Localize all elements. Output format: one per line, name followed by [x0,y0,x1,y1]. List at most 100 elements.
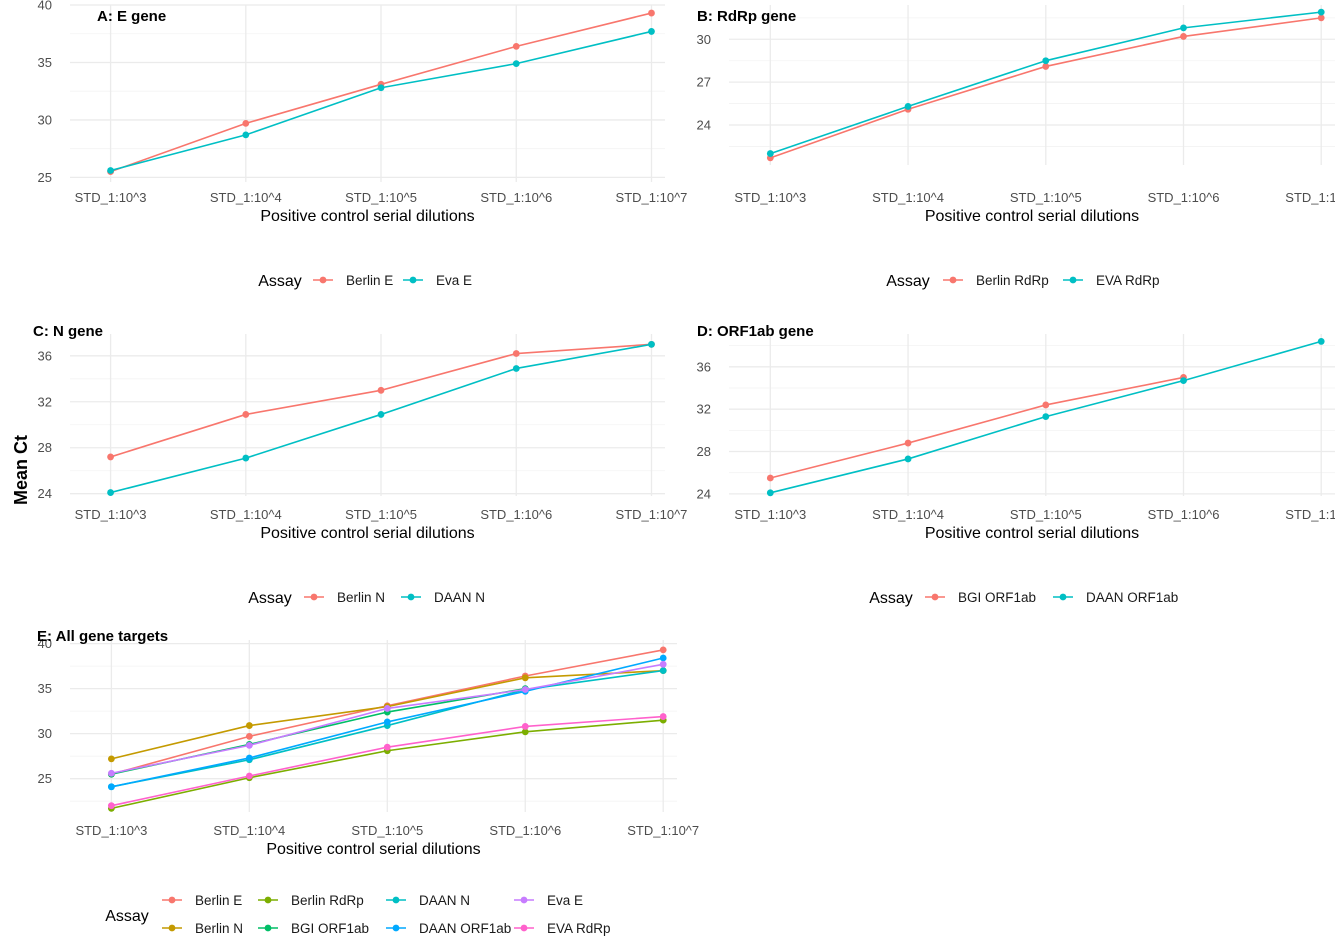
data-point [1180,33,1187,40]
data-point [648,9,655,17]
y-tick-label: 35 [38,55,52,70]
data-point [377,411,385,418]
legend-title: Assay [886,273,930,290]
legend-label: Berlin RdRp [976,273,1049,288]
legend-key-point [168,924,176,932]
legend: Assay Berlin RdRp EVA RdRp [886,273,1159,290]
x-axis-title: Positive control serial dilutions [260,208,474,225]
y-tick-label: 30 [697,32,711,47]
x-tick-label: STD_1:10^3 [75,190,147,205]
y-tick-label: 27 [697,75,711,90]
y-tick-label: 28 [38,440,52,455]
x-tick-label: STD_1:10^7 [627,823,699,838]
legend: Assay Berlin E Eva E [258,273,472,290]
y-tick-label: 32 [697,402,711,417]
panel-title: A: E gene [97,8,166,25]
legend-key-point [310,593,318,601]
x-tick-label: STD_1:10^4 [210,190,282,205]
data-point [659,667,667,675]
x-tick-label: STD_1:10^4 [210,507,282,522]
legend-key-point [949,276,957,284]
data-point [512,365,520,372]
y-tick-label: 28 [697,444,711,459]
y-tick-label: 24 [697,486,711,501]
legend-key-point [392,896,400,904]
data-point [107,167,114,174]
legend-label: BGI ORF1ab [291,921,369,936]
legend-label: Berlin N [195,921,243,936]
legend-label: EVA RdRp [1096,273,1160,288]
legend-key-point [520,896,528,904]
x-tick-label: STD_1:10^4 [872,507,944,522]
data-point [1317,8,1325,16]
series-line-3-0 [770,376,1184,479]
x-tick-label: STD_1:10^6 [1148,190,1220,205]
data-point [383,705,391,712]
data-point [659,660,667,668]
legend-key-point [1069,276,1077,284]
legend-label: BGI ORF1ab [958,590,1036,605]
legend-key-point [1059,593,1067,601]
legend-key-point [407,593,415,601]
data-point [766,489,774,497]
data-point [512,350,520,357]
legend-label: Berlin RdRp [291,893,364,908]
legend-key-point [264,896,272,904]
legend-label: Berlin E [195,893,242,908]
data-point [904,455,912,463]
y-tick-label: 40 [38,0,52,13]
legend-key-point [319,276,327,284]
data-point [107,783,115,791]
x-tick-label: STD_1:10^7 [1285,190,1335,205]
x-tick-label: STD_1:10^5 [345,507,417,522]
data-point [1180,377,1187,384]
data-point [1042,57,1050,65]
x-tick-label: STD_1:10^6 [489,823,561,838]
data-point [512,42,520,50]
legend-key-point [409,276,417,284]
x-tick-label: STD_1:10^5 [345,190,417,205]
data-point [1042,401,1050,409]
data-point [1317,338,1325,345]
legend-key-point [931,593,939,601]
data-point [648,340,655,348]
y-tick-label: 25 [38,771,52,786]
legend-label: DAAN N [434,590,485,605]
data-point [242,411,250,418]
x-tick-label: STD_1:10^3 [75,507,147,522]
legend-key-point [520,924,528,932]
y-tick-label: 36 [38,348,52,363]
x-tick-label: STD_1:10^5 [351,823,423,838]
data-point [904,439,912,447]
legend-label: Berlin N [337,590,385,605]
data-point [107,802,115,810]
x-tick-label: STD_1:10^6 [1148,507,1220,522]
legend-key-point [264,924,272,932]
data-point [107,489,114,496]
legend-title: Assay [869,590,913,607]
legend-title: Assay [258,273,302,290]
shared-y-axis-title: Mean Ct [11,435,31,505]
legend-key-point [168,896,176,904]
data-point [648,28,655,35]
x-tick-label: STD_1:10^3 [75,823,147,838]
x-tick-label: STD_1:10^4 [872,190,944,205]
x-tick-label: STD_1:10^3 [734,190,806,205]
legend: Assay Berlin E Berlin N Berlin RdRp BGI ORF1… [105,893,610,936]
data-point [766,474,774,482]
data-point [659,654,667,662]
legend-label: Eva E [436,273,472,288]
panel-1: 24 27 30 STD_1:10^3 STD_1:10^4 STD_1:10^5 STD_… [697,5,1335,290]
data-point [1180,24,1187,32]
x-axis-title: Positive control serial dilutions [260,525,474,542]
panel-title: D: ORF1ab gene [697,323,814,340]
data-point [521,723,529,730]
data-point [242,454,250,462]
x-tick-label: STD_1:10^5 [1010,190,1082,205]
panel-title: C: N gene [33,323,103,340]
x-tick-label: STD_1:10^7 [616,190,688,205]
x-tick-label: STD_1:10^5 [1010,507,1082,522]
data-point [245,732,253,740]
x-tick-label: STD_1:10^4 [213,823,285,838]
